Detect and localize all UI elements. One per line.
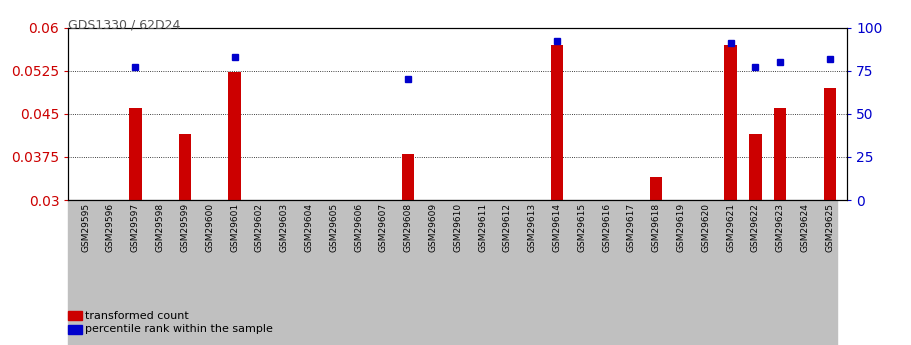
Text: transformed count: transformed count (85, 311, 189, 321)
Bar (824, 88, 836, 200)
Text: percentile rank within the sample: percentile rank within the sample (85, 325, 272, 334)
Bar (229, 72, 241, 200)
Bar (129, 108, 141, 200)
Text: GDS1330 / 62D24: GDS1330 / 62D24 (68, 19, 180, 32)
Bar (749, 134, 762, 200)
Bar (650, 177, 662, 200)
Bar (551, 45, 563, 200)
Bar (402, 154, 415, 200)
Bar (774, 108, 786, 200)
Bar (724, 45, 737, 200)
Bar (179, 134, 191, 200)
